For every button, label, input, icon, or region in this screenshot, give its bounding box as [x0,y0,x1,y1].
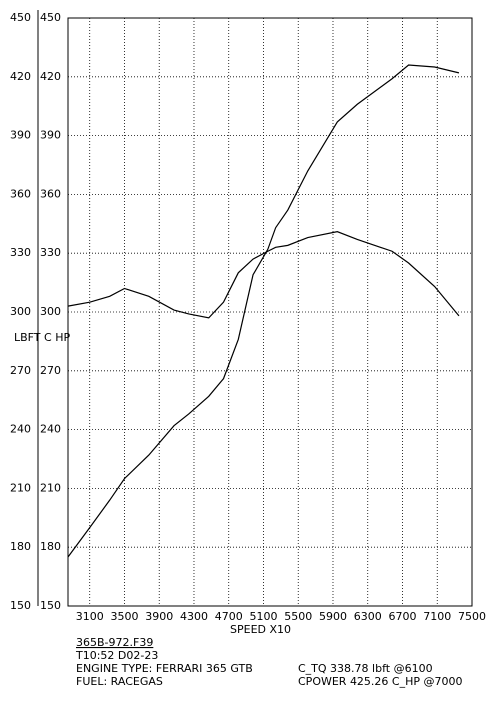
y-tick-label: 300 [10,305,31,318]
x-tick-label: 3900 [145,610,173,623]
curve [67,64,460,558]
x-tick-label: 6700 [388,610,416,623]
y-axis-label: LBFT C HP [14,331,70,344]
y-tick-label-right: 450 [40,11,61,24]
x-tick-label: 7100 [423,610,451,623]
x-tick-label: 5900 [319,610,347,623]
y-tick-label-right: 210 [40,481,61,494]
torque-summary: C_TQ 338.78 lbft @6100 [298,662,433,675]
curve [67,231,460,319]
y-tick-label: 360 [10,187,31,200]
y-tick-label: 390 [10,129,31,142]
engine-type: ENGINE TYPE: FERRARI 365 GTB [76,662,253,675]
y-tick-label: 210 [10,481,31,494]
y-tick-label: 240 [10,423,31,436]
x-tick-label: 4700 [215,610,243,623]
y-tick-label: 270 [10,364,31,377]
timestamp: T10:52 D02-23 [75,649,158,662]
y-tick-label: 420 [10,70,31,83]
y-tick-label-right: 390 [40,129,61,142]
y-tick-label-right: 150 [40,599,61,612]
x-tick-label: 5100 [249,610,277,623]
y-tick-label-right: 330 [40,246,61,259]
x-axis-label: SPEED X10 [230,623,291,636]
x-tick-label: 6300 [354,610,382,623]
y-tick-label: 180 [10,540,31,553]
y-tick-label-right: 240 [40,423,61,436]
fuel: FUEL: RACEGAS [76,675,163,688]
x-tick-label: 4300 [180,610,208,623]
y-tick-label: 150 [10,599,31,612]
y-tick-label-right: 180 [40,540,61,553]
x-tick-label: 3100 [76,610,104,623]
y-tick-label-right: 360 [40,187,61,200]
y-tick-label-right: 300 [40,305,61,318]
power-summary: CPOWER 425.26 C_HP @7000 [298,675,463,688]
x-tick-label: 7500 [458,610,486,623]
y-tick-label: 450 [10,11,31,24]
x-tick-label: 5500 [284,610,312,623]
file-name: 365B-972.F39 [76,636,153,649]
x-tick-label: 3500 [110,610,138,623]
y-tick-label: 330 [10,246,31,259]
y-tick-label-right: 270 [40,364,61,377]
y-tick-label-right: 420 [40,70,61,83]
